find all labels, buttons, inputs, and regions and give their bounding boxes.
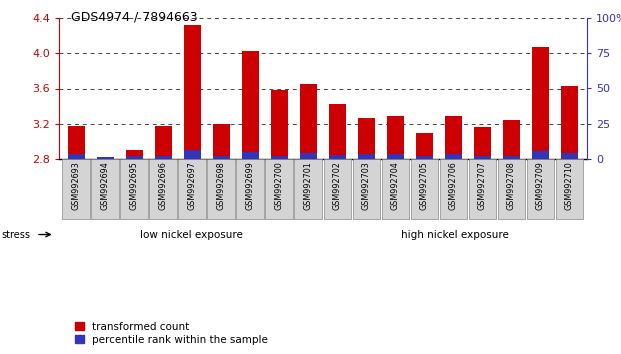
Bar <box>497 159 525 219</box>
Bar <box>329 104 346 159</box>
Bar <box>178 159 206 219</box>
Bar <box>68 154 85 159</box>
Bar <box>358 154 375 159</box>
Bar <box>155 156 172 159</box>
Text: GSM992697: GSM992697 <box>188 161 197 210</box>
Text: GSM992710: GSM992710 <box>565 161 574 210</box>
Bar <box>97 158 114 159</box>
Bar <box>387 116 404 159</box>
Bar <box>440 159 468 219</box>
Text: GSM992702: GSM992702 <box>333 161 342 210</box>
Bar <box>556 159 583 219</box>
Text: GSM992694: GSM992694 <box>101 161 110 210</box>
Bar <box>150 159 178 219</box>
Bar <box>353 159 380 219</box>
Text: GSM992693: GSM992693 <box>72 161 81 210</box>
Bar <box>329 155 346 159</box>
Bar <box>468 159 496 219</box>
Bar <box>63 159 90 219</box>
Bar <box>242 152 259 159</box>
Text: stress: stress <box>1 229 30 240</box>
Legend: transformed count, percentile rank within the sample: transformed count, percentile rank withi… <box>70 318 273 349</box>
Bar <box>97 156 114 159</box>
Bar <box>503 120 520 159</box>
Bar <box>503 156 520 159</box>
Bar <box>474 127 491 159</box>
Bar <box>445 116 462 159</box>
Bar <box>445 154 462 159</box>
Bar <box>207 159 235 219</box>
Text: GSM992708: GSM992708 <box>507 161 516 210</box>
Bar <box>184 150 201 159</box>
Text: GSM992700: GSM992700 <box>275 161 284 210</box>
Bar <box>474 156 491 159</box>
Bar <box>125 150 143 159</box>
Bar <box>324 159 351 219</box>
Text: GSM992705: GSM992705 <box>420 161 429 210</box>
Text: high nickel exposure: high nickel exposure <box>401 229 509 240</box>
Text: GSM992701: GSM992701 <box>304 161 313 210</box>
Bar <box>266 159 293 219</box>
Bar <box>561 153 578 159</box>
Text: GSM992704: GSM992704 <box>391 161 400 210</box>
Bar <box>300 84 317 159</box>
Bar <box>387 154 404 159</box>
Bar <box>561 86 578 159</box>
Text: GSM992709: GSM992709 <box>536 161 545 210</box>
Bar <box>415 156 433 159</box>
Text: GSM992698: GSM992698 <box>217 161 226 210</box>
Bar <box>358 118 375 159</box>
Bar <box>237 159 265 219</box>
Text: GDS4974 / 7894663: GDS4974 / 7894663 <box>71 11 198 24</box>
Bar <box>213 156 230 159</box>
Bar <box>155 126 172 159</box>
Bar <box>532 47 549 159</box>
Bar <box>68 126 85 159</box>
Text: GSM992703: GSM992703 <box>362 161 371 210</box>
Bar <box>242 51 259 159</box>
Bar <box>381 159 409 219</box>
Bar <box>415 133 433 159</box>
Text: low nickel exposure: low nickel exposure <box>140 229 242 240</box>
Text: GSM992706: GSM992706 <box>449 161 458 210</box>
Bar <box>184 25 201 159</box>
Bar <box>410 159 438 219</box>
Bar <box>271 90 288 159</box>
Bar <box>91 159 119 219</box>
Bar <box>125 156 143 159</box>
Text: GSM992699: GSM992699 <box>246 161 255 210</box>
Bar <box>213 124 230 159</box>
Bar <box>527 159 555 219</box>
Bar <box>120 159 148 219</box>
Bar <box>532 152 549 159</box>
Bar <box>271 156 288 159</box>
Bar <box>294 159 322 219</box>
Text: GSM992695: GSM992695 <box>130 161 139 210</box>
Text: GSM992707: GSM992707 <box>478 161 487 210</box>
Bar <box>300 153 317 159</box>
Text: GSM992696: GSM992696 <box>159 161 168 210</box>
